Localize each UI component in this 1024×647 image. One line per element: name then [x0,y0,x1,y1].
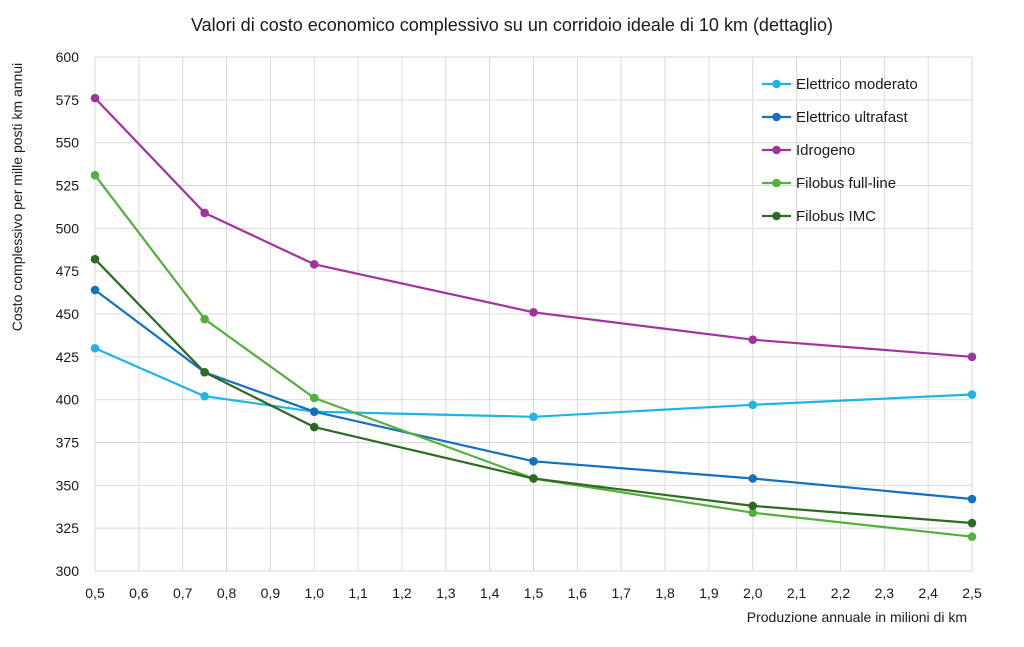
series-2 [90,93,977,362]
data-point [309,260,319,269]
grid [94,56,973,572]
data-point [529,474,538,483]
x-tick-label: 2,4 [918,585,938,601]
data-point [748,400,758,410]
x-tick-label: 0,5 [85,585,105,601]
data-point [90,285,100,295]
legend: Elettrico moderato Elettrico ultrafast Idr… [762,76,918,225]
x-tick-label: 1,3 [436,585,456,601]
data-point [90,254,100,264]
x-tick-label: 1,8 [655,585,675,601]
data-point [309,393,319,403]
legend-item: Filobus IMC [762,208,876,225]
legend-item: Elettrico moderato [762,76,918,93]
series-line [94,97,973,358]
y-tick-label: 475 [56,263,80,279]
data-point [967,390,977,399]
legend-swatch-marker [772,211,781,221]
data-point [200,391,209,401]
x-tick-label: 1,5 [524,585,544,601]
x-tick-label: 2,1 [787,585,807,601]
data-point [90,170,100,180]
legend-swatch-marker [772,145,781,155]
data-point [90,93,100,103]
x-tick-label: 0,7 [173,585,193,601]
y-axis-ticks: 300 325 350 375 400 425 450 475 500 525 550 575 600 [56,49,80,579]
legend-swatch-marker [772,178,781,188]
series-line [94,347,973,418]
legend-item: Filobus full-line [762,175,896,192]
y-tick-label: 400 [56,392,80,408]
series-layer [90,93,977,542]
series-line [94,174,973,538]
legend-swatch-marker [772,79,781,89]
y-tick-label: 375 [56,435,80,451]
x-tick-label: 1,9 [699,585,719,601]
data-point [529,457,538,466]
y-tick-label: 300 [56,563,80,579]
y-tick-label: 500 [56,220,80,236]
series-line [94,258,973,525]
x-tick-label: 1,6 [568,585,588,601]
series-4 [90,254,977,528]
legend-item: Elettrico ultrafast [762,109,909,126]
y-axis-label: Costo complessivo per mille posti km ann… [9,63,25,331]
x-tick-label: 1,7 [611,585,631,601]
series-1 [90,285,977,504]
data-point [200,314,209,324]
data-point [200,367,209,377]
x-tick-label: 1,2 [392,585,412,601]
x-tick-label: 2,2 [831,585,851,601]
data-point [309,422,319,432]
y-tick-label: 575 [56,92,80,108]
x-tick-label: 0,6 [129,585,149,601]
x-tick-label: 2,5 [962,585,982,601]
data-point [967,518,977,528]
data-point [748,474,758,483]
legend-label: Filobus full-line [796,175,896,192]
legend-label: Elettrico moderato [796,76,918,93]
data-point [90,343,100,353]
y-tick-label: 325 [56,520,80,536]
x-axis-ticks: 0,5 0,6 0,7 0,8 0,9 1,0 1,1 1,2 1,3 1,4 1,5 1,6 1,7 1… [85,585,982,601]
legend-swatch-marker [772,112,781,122]
data-point [200,208,209,218]
legend-label: Elettrico ultrafast [796,109,909,126]
y-tick-label: 550 [56,135,80,151]
x-tick-label: 2,3 [875,585,895,601]
data-point [748,335,758,345]
series-line [94,289,973,501]
y-tick-label: 525 [56,178,80,194]
data-point [967,352,977,362]
x-axis-label: Produzione annuale in milioni di km [747,609,967,625]
data-point [967,494,977,504]
x-tick-label: 1,1 [348,585,368,601]
legend-label: Filobus IMC [796,208,876,225]
data-point [309,407,319,416]
data-point [748,501,758,511]
data-point [529,307,538,317]
data-point [967,532,977,542]
y-tick-label: 350 [56,477,80,493]
legend-label: Idrogeno [796,142,855,159]
x-tick-label: 2,0 [743,585,763,601]
x-tick-label: 0,8 [217,585,237,601]
y-tick-label: 600 [56,49,80,65]
x-tick-label: 1,0 [305,585,325,601]
data-point [748,508,758,518]
chart-title: Valori di costo economico complessivo su… [191,15,833,35]
x-tick-label: 0,9 [261,585,281,601]
x-tick-label: 1,4 [480,585,500,601]
data-point [529,412,538,422]
legend-item: Idrogeno [762,142,855,159]
y-tick-label: 450 [56,306,80,322]
y-tick-label: 425 [56,349,80,365]
